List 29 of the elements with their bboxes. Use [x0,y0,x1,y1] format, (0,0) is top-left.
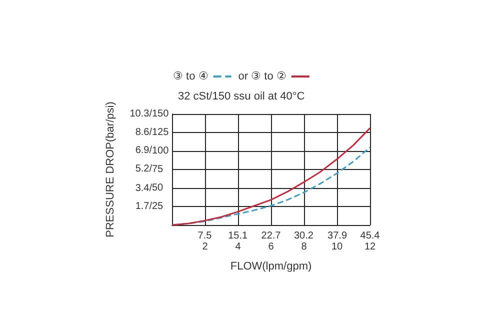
y2-tick-label: 50 [152,182,164,194]
x2-tick-label: 15.1 [228,230,248,242]
y2-tick-label: 100 [152,146,170,156]
y2-tick-label: 125 [152,127,170,138]
x-tick-label: 12 [364,242,376,252]
y2-tick-label: 75 [152,164,164,175]
legend-label: ③ to ④ [172,70,208,82]
x-tick-label: 6 [268,242,274,252]
x2-tick-label: 37.9 [328,230,348,242]
x-tick-label: 4 [235,242,242,252]
x2-tick-label: 30.2 [294,230,314,242]
legend-label: or ③ to ② [238,70,286,82]
x2-tick-label: 45.4 [360,230,380,242]
x-axis-title: FLOW(lpm/gpm) [230,260,312,272]
x-tick-label: 8 [301,242,308,252]
y-axis-title: PRESSURE DROP(bar/psi) [104,102,116,238]
x2-tick-label: 22.7 [261,230,282,242]
y-tick-label: 3.4/ [135,182,152,194]
x-tick-label: 10 [331,242,343,252]
y-tick-label: 5.2/ [135,163,152,174]
x2-tick-label: 7.5 [198,230,212,242]
y2-tick-label: 25 [152,201,164,212]
y-tick-label: 8.6/ [135,126,152,138]
y-tick-label: 6.9/ [135,145,152,156]
chart-subtitle: 32 cSt/150 ssu oil at 40°C [178,90,305,102]
x-tick-label: 2 [202,242,208,252]
y-tick-label: 10.3/ [130,108,152,120]
y2-tick-label: 150 [152,108,170,120]
y-tick-label: 1.7/ [135,201,152,212]
